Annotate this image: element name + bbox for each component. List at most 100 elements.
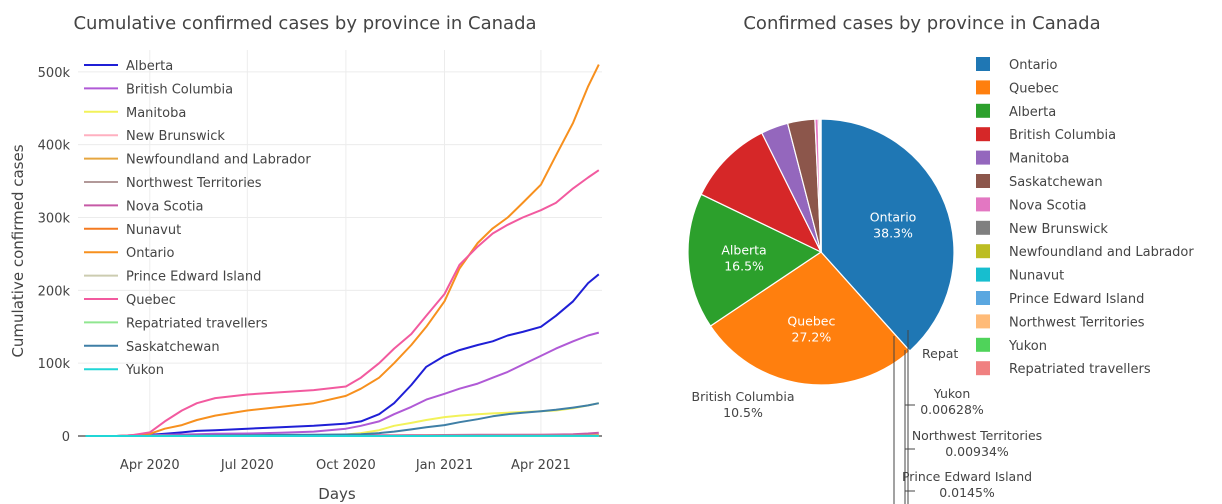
legend-item-nova-scotia[interactable]: Nova Scotia bbox=[976, 197, 1087, 213]
legend-item-nunavut[interactable]: Nunavut bbox=[976, 267, 1064, 284]
slice-label-percent: 38.3% bbox=[873, 225, 913, 240]
legend-label: Manitoba bbox=[126, 106, 186, 121]
legend-swatch bbox=[976, 80, 990, 95]
slice-label-name: Alberta bbox=[721, 242, 766, 257]
legend-item-manitoba[interactable]: Manitoba bbox=[976, 150, 1069, 167]
legend-label: Quebec bbox=[1009, 81, 1059, 96]
legend-item-yukon[interactable]: Yukon bbox=[84, 363, 164, 378]
legend-item-repatriated-travellers[interactable]: Repatriated travellers bbox=[84, 316, 268, 331]
slice-label-truncated: Repat bbox=[922, 346, 958, 361]
y-tick-label: 300k bbox=[38, 212, 71, 227]
legend-item-nunavut[interactable]: Nunavut bbox=[84, 223, 181, 238]
legend-label: Prince Edward Island bbox=[1009, 292, 1144, 307]
y-tick-label: 400k bbox=[38, 139, 71, 154]
legend-label: Prince Edward Island bbox=[126, 270, 261, 285]
line-chart-title: Cumulative confirmed cases by province i… bbox=[73, 13, 536, 34]
slice-label-percent: 16.5% bbox=[724, 258, 764, 273]
legend-label: Nova Scotia bbox=[1009, 198, 1087, 213]
legend-label: Alberta bbox=[1009, 105, 1056, 120]
pie-slice-british-columbia[interactable] bbox=[700, 132, 823, 254]
legend-item-prince-edward-island[interactable]: Prince Edward Island bbox=[84, 270, 261, 285]
legend-item-quebec[interactable]: Quebec bbox=[976, 80, 1059, 96]
x-tick-label: Apr 2020 bbox=[120, 458, 180, 473]
legend-item-quebec[interactable]: Quebec bbox=[84, 293, 176, 308]
legend-item-prince-edward-island[interactable]: Prince Edward Island bbox=[976, 291, 1144, 307]
pie-slice-alberta[interactable] bbox=[687, 193, 823, 327]
legend-item-northwest-territories[interactable]: Northwest Territories bbox=[976, 314, 1145, 330]
series-line-alberta[interactable] bbox=[85, 273, 600, 437]
line-series-group bbox=[85, 64, 600, 437]
legend-item-alberta[interactable]: Alberta bbox=[976, 103, 1056, 120]
legend-swatch bbox=[976, 127, 990, 142]
legend-label: Quebec bbox=[126, 293, 176, 308]
x-tick-label: Jul 2020 bbox=[220, 458, 274, 473]
slice-label-name: Northwest Territories bbox=[912, 428, 1042, 443]
legend-item-manitoba[interactable]: Manitoba bbox=[84, 106, 186, 121]
series-line-manitoba[interactable] bbox=[85, 402, 600, 437]
legend-item-repatriated-travellers[interactable]: Repatriated travellers bbox=[976, 361, 1151, 377]
y-tick-label: 100k bbox=[38, 357, 71, 372]
series-line-saskatchewan[interactable] bbox=[85, 402, 600, 437]
pie-slice-quebec[interactable] bbox=[709, 251, 911, 386]
legend-label: Newfoundland and Labrador bbox=[126, 153, 311, 168]
legend-item-saskatchewan[interactable]: Saskatchewan bbox=[84, 340, 220, 355]
x-axis-ticks: Apr 2020 Jul 2020 Oct 2020 Jan 2021 Apr 2021 bbox=[120, 458, 571, 473]
slice-label-name: Yukon bbox=[933, 386, 971, 401]
line-chart-legend[interactable]: Alberta British Columbia Manitoba New Bruns… bbox=[84, 59, 311, 378]
pie-slice-ontario[interactable] bbox=[820, 118, 955, 352]
legend-item-newfoundland-and-labrador[interactable]: Newfoundland and Labrador bbox=[84, 153, 311, 168]
x-tick-label: Oct 2020 bbox=[316, 458, 376, 473]
legend-item-british-columbia[interactable]: British Columbia bbox=[84, 82, 233, 97]
legend-item-new-brunswick[interactable]: New Brunswick bbox=[976, 220, 1108, 237]
slice-label-name: Quebec bbox=[787, 314, 835, 329]
slice-label-name: British Columbia bbox=[692, 389, 795, 404]
legend-label: British Columbia bbox=[1009, 128, 1116, 143]
legend-item-yukon[interactable]: Yukon bbox=[976, 337, 1047, 354]
slice-label-name: Ontario bbox=[870, 209, 917, 224]
legend-swatch bbox=[976, 197, 990, 212]
legend-label: Nunavut bbox=[126, 223, 181, 238]
series-line-quebec[interactable] bbox=[85, 169, 600, 437]
y-axis-title: Cumulative confirmed cases bbox=[9, 144, 27, 357]
slice-label-name: Prince Edward Island bbox=[902, 469, 1032, 484]
legend-item-saskatchewan[interactable]: Saskatchewan bbox=[976, 174, 1103, 190]
legend-swatch bbox=[976, 291, 990, 305]
legend-item-ontario[interactable]: Ontario bbox=[976, 57, 1057, 73]
legend-label: New Brunswick bbox=[1009, 222, 1108, 237]
legend-swatch bbox=[976, 103, 990, 118]
pie-chart-legend[interactable]: Ontario Quebec Alberta British Columbia Mani… bbox=[976, 57, 1194, 377]
legend-swatch bbox=[976, 337, 990, 352]
pie-slices-group bbox=[687, 118, 955, 386]
legend-item-alberta[interactable]: Alberta bbox=[84, 59, 173, 74]
legend-label: New Brunswick bbox=[126, 129, 225, 144]
line-chart-gridlines bbox=[78, 50, 602, 437]
legend-label: Nunavut bbox=[1009, 269, 1064, 284]
legend-item-ontario[interactable]: Ontario bbox=[84, 246, 174, 261]
legend-swatch bbox=[976, 244, 990, 259]
legend-label: British Columbia bbox=[126, 82, 233, 97]
legend-label: Manitoba bbox=[1009, 152, 1069, 167]
pie-chart-title: Confirmed cases by province in Canada bbox=[743, 13, 1100, 34]
slice-label-percent: 0.00934% bbox=[945, 444, 1009, 459]
legend-item-newfoundland-and-labrador[interactable]: Newfoundland and Labrador bbox=[976, 244, 1194, 260]
legend-item-new-brunswick[interactable]: New Brunswick bbox=[84, 129, 225, 144]
legend-item-british-columbia[interactable]: British Columbia bbox=[976, 127, 1116, 143]
legend-swatch bbox=[976, 314, 990, 329]
legend-label: Saskatchewan bbox=[126, 340, 220, 355]
legend-swatch bbox=[976, 361, 990, 376]
legend-label: Northwest Territories bbox=[1009, 315, 1145, 330]
legend-label: Repatriated travellers bbox=[1009, 362, 1151, 377]
legend-item-northwest-territories[interactable]: Northwest Territories bbox=[84, 176, 262, 191]
slice-label-percent: 10.5% bbox=[723, 405, 763, 420]
legend-item-nova-scotia[interactable]: Nova Scotia bbox=[84, 199, 204, 214]
legend-swatch bbox=[976, 267, 990, 282]
y-tick-label: 500k bbox=[38, 66, 71, 81]
series-line-ontario[interactable] bbox=[85, 64, 600, 437]
y-tick-label: 0 bbox=[62, 430, 70, 445]
